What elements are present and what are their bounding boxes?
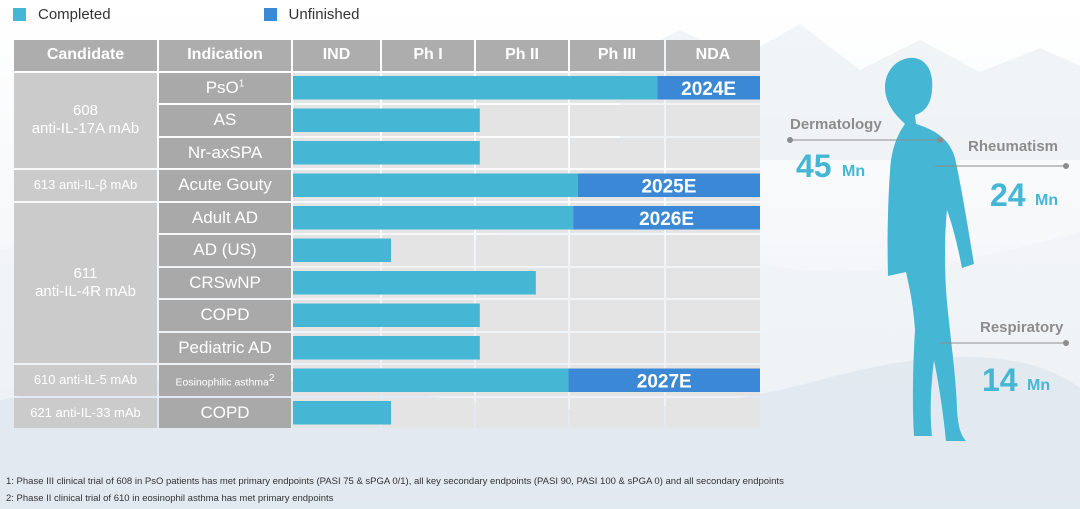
legend-item-unfinished: Unfinished: [263, 6, 360, 23]
header-row: Candidate Indication IND Ph I Ph II Ph I…: [14, 40, 760, 71]
phase-cell: [382, 397, 474, 428]
phase-cell: [570, 397, 664, 428]
footnotes: 1: Phase III clinical trial of 608 in Ps…: [6, 473, 784, 507]
legend-label-unfinished: Unfinished: [288, 6, 360, 23]
category-name: Rheumatism: [968, 138, 1058, 155]
legend-label-completed: Completed: [38, 6, 111, 23]
phase-cell: [476, 105, 568, 136]
legend-swatch-completed: [13, 8, 26, 21]
phase-cell: [476, 137, 568, 168]
indication-label: PsO: [205, 77, 239, 97]
category-dermatology: Dermatology 45 Mn: [787, 116, 943, 184]
phase-cell: [476, 397, 568, 428]
category-respiratory: Respiratory 14 Mn: [940, 319, 1069, 398]
footnote-marker: 1: [238, 78, 245, 90]
indication-cell: CRSwNP: [159, 267, 291, 298]
candidate-code: 613 anti-IL-β mAb: [33, 177, 138, 193]
candidate-cell-621: 621 anti-IL-33 mAb: [14, 397, 157, 428]
phase-cell: [666, 235, 760, 266]
phase-cell: [476, 235, 568, 266]
category-name: Dermatology: [790, 116, 882, 133]
category-name: Respiratory: [980, 319, 1064, 336]
category-unit: Mn: [1027, 377, 1050, 394]
phase-cell: [666, 137, 760, 168]
phase-cell: [570, 332, 664, 363]
indication-cell: AD (US): [159, 235, 291, 266]
phase-cell: [666, 332, 760, 363]
category-value: 45: [796, 148, 832, 184]
phase-cell: [476, 300, 568, 331]
candidate-code: 621 anti-IL-33 mAb: [30, 404, 141, 420]
phase-cell: [666, 397, 760, 428]
category-unit: Mn: [842, 163, 865, 180]
category-value: 14: [982, 362, 1018, 398]
indication-label: CRSwNP: [189, 272, 261, 292]
indication-cell: Acute Gouty: [159, 170, 291, 201]
phase-cell: [570, 137, 664, 168]
indication-cell: Adult AD: [159, 202, 291, 233]
candidate-target: anti-IL-4R mAb: [35, 282, 136, 300]
header-indication: Indication: [159, 40, 291, 71]
phase-cell: [666, 105, 760, 136]
header-nda: NDA: [666, 40, 760, 71]
candidate-cell-613: 613 anti-IL-β mAb: [14, 170, 157, 201]
header-candidate: Candidate: [14, 40, 157, 71]
phase-cell: [666, 267, 760, 298]
footnote-2: 2: Phase II clinical trial of 610 in eos…: [6, 493, 334, 504]
table-row: AD (US): [14, 235, 760, 266]
phase-cell: [570, 267, 664, 298]
human-silhouette-icon: [885, 57, 974, 442]
footnote-1: 1: Phase III clinical trial of 608 in Ps…: [6, 476, 784, 487]
indication-label: Acute Gouty: [178, 175, 272, 195]
indication-label: Adult AD: [191, 207, 259, 227]
indication-cell: Nr-axSPA: [159, 137, 291, 168]
phase-cell: [570, 300, 664, 331]
indication-cell: COPD: [159, 300, 291, 331]
category-rheumatism: Rheumatism 24 Mn: [935, 138, 1069, 213]
phase-cell: [476, 332, 568, 363]
indication-cell: PsO1: [159, 72, 291, 103]
category-unit: Mn: [1035, 192, 1058, 209]
candidate-code: 608: [72, 102, 99, 120]
header-ph2: Ph II: [476, 40, 568, 71]
indication-label: Nr-axSPA: [187, 142, 263, 162]
header-ph3: Ph III: [570, 40, 664, 71]
candidate-cell-610: 610 anti-IL-5 mAb: [14, 365, 157, 396]
legend-item-completed: Completed: [13, 6, 111, 23]
phase-cell: [570, 105, 664, 136]
indication-cell: Eosinophilic asthma2: [159, 365, 291, 396]
indication-cell: COPD: [159, 397, 291, 428]
indication-cell: Pediatric AD: [159, 332, 291, 363]
candidate-code: 610 anti-IL-5 mAb: [33, 372, 138, 388]
chart-legend: Completed Unfinished: [13, 6, 359, 23]
indication-label: COPD: [200, 402, 250, 422]
candidate-target: anti-IL-17A mAb: [31, 120, 140, 138]
legend-swatch-unfinished: [263, 8, 277, 21]
indication-label: AD (US): [193, 240, 257, 260]
candidate-code: 611: [73, 264, 98, 282]
indication-cell: AS: [159, 105, 291, 136]
footnote-marker: 2: [268, 372, 275, 384]
indication-label: Eosinophilic asthma: [175, 376, 269, 388]
phase-cell: [382, 235, 474, 266]
indication-label: Pediatric AD: [178, 337, 272, 357]
candidate-cell-611: 611 anti-IL-4R mAb: [14, 202, 157, 363]
phase-cell: [666, 300, 760, 331]
indication-label: COPD: [200, 305, 250, 325]
header-ind: IND: [293, 40, 380, 71]
header-ph1: Ph I: [382, 40, 474, 71]
phase-cell: [570, 235, 664, 266]
indication-label: AS: [213, 110, 237, 130]
category-value: 24: [990, 177, 1026, 213]
candidate-cell-608: 608 anti-IL-17A mAb: [14, 72, 157, 168]
